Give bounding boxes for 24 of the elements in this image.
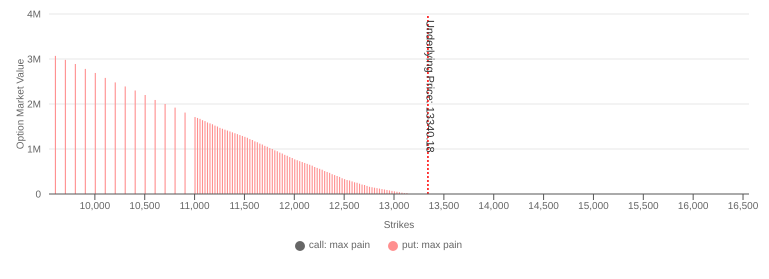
y-tick-label: 1M: [27, 144, 41, 156]
x-tick-label: 16,500: [728, 201, 759, 212]
y-axis-title: Option Market Value: [16, 58, 27, 150]
x-tick-label: 12,000: [279, 201, 310, 212]
x-tick-label: 12,500: [328, 201, 360, 212]
x-tick-label: 10,000: [80, 201, 111, 212]
x-tick-label: 13,500: [428, 201, 460, 212]
x-tick-label: 11,500: [230, 201, 260, 212]
y-tick-label: 3M: [27, 54, 41, 66]
x-tick-label: 14,000: [478, 201, 510, 212]
x-tick-label: 13,000: [378, 201, 410, 212]
y-tick-label: 4M: [27, 10, 41, 21]
ref-line-label: Underlying Price: 13340.18: [424, 20, 436, 153]
y-tick-label: 0: [35, 190, 42, 201]
y-tick-label: 2M: [27, 100, 41, 111]
x-axis-title: Strikes: [384, 220, 414, 231]
x-tick-label: 11,000: [180, 201, 210, 212]
x-tick-label: 15,000: [578, 201, 610, 212]
x-tick-label: 15,500: [628, 201, 660, 212]
legend-label: put: max pain: [402, 240, 462, 251]
x-tick-label: 16,000: [678, 201, 709, 212]
x-tick-label: 14,500: [528, 201, 560, 212]
legend-label: call: max pain: [308, 240, 370, 251]
x-tick-label: 10,500: [129, 201, 160, 212]
